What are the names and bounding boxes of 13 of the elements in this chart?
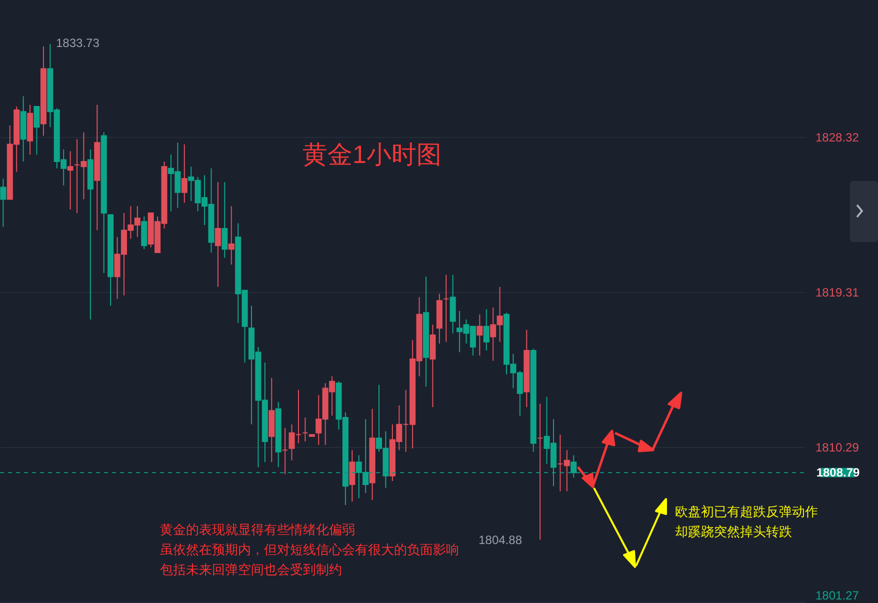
annotation: 却蹊跷突然掉头转跌 [675, 524, 792, 539]
ref-line-label: 1808.79 [816, 466, 860, 480]
annotation: 欧盘初已有超跌反弹动作 [675, 504, 818, 519]
annotation: 虽依然在预期内，但对短线信心会有很大的负面影响 [160, 542, 459, 557]
y-tick-label: 1819.31 [816, 285, 860, 300]
y-tick-label: 1828.32 [816, 130, 860, 145]
text: 黄金1小时图 [302, 141, 442, 169]
annotation: 黄金的表现就显得有些情绪化偏弱 [160, 522, 355, 537]
annotation: 1833.73 [56, 36, 100, 50]
annotation: 包括未来回弹空间也会受到制约 [160, 562, 342, 577]
y-tick-label: 1801.27 [816, 588, 860, 602]
annotation: 1804.88 [478, 533, 522, 547]
y-tick-label: 1810.29 [816, 440, 860, 454]
